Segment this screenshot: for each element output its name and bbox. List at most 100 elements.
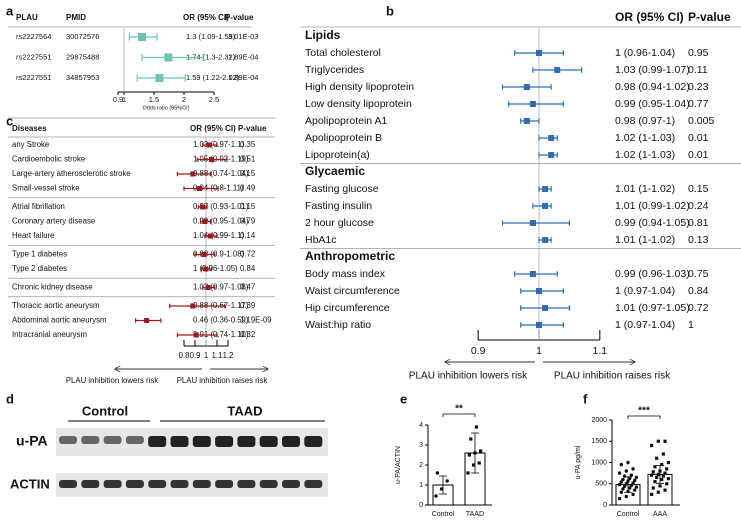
p-value: 0.39 [240, 301, 255, 310]
row-label: HbA1c [305, 234, 337, 246]
data-point [650, 443, 654, 448]
x-tick-label: 2.5 [209, 95, 219, 104]
row-label: Lipoprotein(a) [305, 149, 370, 161]
point-estimate [542, 237, 549, 243]
data-point [656, 472, 660, 476]
p-value: 0.84 [240, 264, 256, 273]
point-estimate [138, 33, 146, 41]
data-point [661, 474, 665, 478]
data-point [653, 480, 657, 484]
data-point [653, 465, 657, 469]
point-estimate [542, 203, 549, 209]
pmid: 34857953 [66, 73, 99, 82]
y-axis-title: u-PA/ACTIN [395, 446, 402, 484]
row-label: Heart failure [12, 231, 54, 240]
y-tick-label: 1000 [591, 459, 607, 466]
ci-whisker [141, 53, 204, 62]
data-point [617, 471, 622, 475]
y-axis-title: u-PA pg/ml [575, 445, 582, 479]
x-tick-label: 2 [182, 95, 186, 104]
point-estimate [542, 305, 549, 311]
band [103, 480, 122, 488]
band [59, 436, 77, 444]
band [304, 480, 323, 488]
row-label: High density lipoprotein [305, 81, 414, 93]
band [259, 480, 278, 488]
ci-whisker [538, 152, 558, 158]
y-tick-label: 2000 [591, 417, 607, 424]
error-bar [439, 475, 447, 495]
p-value: 1.89E-04 [228, 52, 258, 61]
data-point [435, 471, 440, 475]
ci-whisker [507, 101, 564, 107]
group-title: Lipids [305, 28, 341, 42]
data-point [624, 469, 629, 473]
data-point [651, 486, 655, 490]
column-header: OR (95% CI) [183, 13, 229, 22]
x-tick-label: Control [617, 511, 640, 518]
band [304, 436, 323, 447]
data-point [479, 449, 483, 453]
band [148, 436, 167, 447]
p-value: 0.15 [240, 202, 256, 211]
row-label: Abdominal aortic aneurysm [12, 316, 106, 325]
point-estimate [209, 157, 214, 162]
p-value: 0.01 [688, 132, 709, 144]
column-header: P-value [238, 124, 267, 133]
or-label: 0.99 (0.95-1.04) [615, 98, 690, 110]
snp: rs2227551 [16, 52, 51, 61]
data-point [626, 479, 630, 483]
x-tick-label: 1 [122, 95, 126, 104]
y-tick-label: 3 [419, 442, 423, 449]
x-tick-label: AAA [653, 511, 667, 518]
data-point [626, 489, 630, 494]
data-point [656, 439, 660, 443]
snp: rs2227551 [16, 73, 51, 82]
column-header: OR (95% CI) [190, 124, 236, 133]
blot-row-label: u-PA [16, 433, 48, 449]
data-point [660, 477, 664, 482]
panel-label: f [583, 391, 588, 406]
or-label: 0.99 (0.95-1.04) [193, 217, 249, 226]
data-point [626, 460, 630, 465]
or-label: 1.03 (0.97-1.1) [193, 140, 245, 149]
or-label: 1.02 (1-1.03) [615, 132, 675, 144]
p-value: 0.01 [688, 149, 709, 161]
row-label: 2 hour glucose [305, 217, 374, 229]
point-estimate [193, 332, 199, 338]
data-point [477, 461, 481, 465]
point-estimate [201, 252, 207, 257]
data-point [658, 484, 662, 488]
point-estimate [200, 204, 206, 210]
point-estimate [523, 118, 530, 124]
p-value: 0.35 [240, 140, 256, 149]
x-tick-label: 1.2 [223, 351, 234, 360]
band [125, 436, 144, 444]
column-header: Diseases [12, 124, 47, 133]
panel-label: c [6, 113, 13, 128]
point-estimate [205, 285, 211, 290]
or-label: 1.02 (0.97-1.08) [193, 283, 249, 292]
ci-whisker [520, 288, 564, 294]
row-label: Hip circumference [305, 302, 390, 314]
pmid: 30072576 [66, 32, 99, 41]
x-tick-label: 0.9 [190, 351, 201, 360]
data-point [634, 485, 639, 489]
or-label: 0.98 (0.9-1.08) [193, 250, 245, 259]
y-tick-label: 0 [419, 502, 423, 509]
data-point [665, 467, 669, 471]
p-value: 0.11 [688, 64, 708, 76]
or-label: 1.59 (1.22-2.02) [186, 73, 240, 82]
band [81, 480, 100, 488]
pmid: 29875488 [66, 52, 99, 61]
ci-whisker [169, 303, 226, 309]
ci-whisker [532, 203, 552, 209]
row-label: Triglycerides [305, 64, 364, 76]
blot-row-label: ACTIN [10, 476, 50, 491]
or-label: 1.04 (0.99-1.1) [193, 231, 245, 240]
band [259, 436, 278, 447]
x-tick-label: 1 [204, 351, 208, 360]
row-label: Thoracic aortic aneurysm [12, 301, 100, 310]
x-tick-label: 1.5 [149, 95, 159, 104]
band [170, 436, 189, 447]
